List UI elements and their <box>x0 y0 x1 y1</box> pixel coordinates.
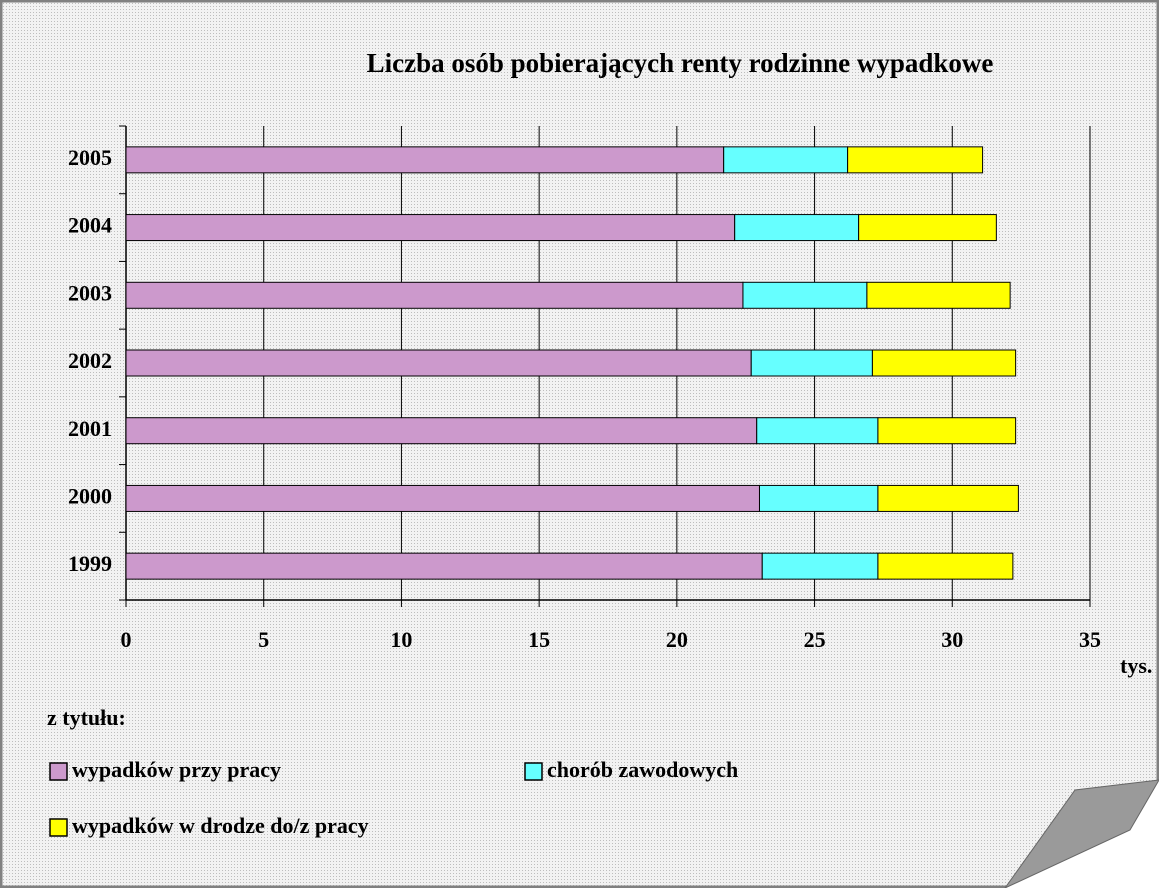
bar-segment <box>847 146 984 174</box>
bar-segment <box>742 281 868 309</box>
bar-segment <box>125 349 752 377</box>
x-tick-label: 5 <box>258 627 269 652</box>
legend-label: chorób zawodowych <box>547 757 738 782</box>
bar-segment <box>877 417 1017 445</box>
page-curl <box>1004 779 1159 888</box>
bar-segment <box>877 484 1019 512</box>
bar-segment <box>871 349 1017 377</box>
y-tick-label: 2002 <box>68 348 112 373</box>
x-tick-label: 35 <box>1079 627 1101 652</box>
bar-segment <box>125 552 763 580</box>
x-tick-label: 25 <box>804 627 826 652</box>
legend-label: wypadków w drodze do/z pracy <box>72 813 369 838</box>
bar-segment <box>750 349 873 377</box>
y-tick-label: 1999 <box>68 551 112 576</box>
x-tick-label: 15 <box>528 627 550 652</box>
y-tick-label: 2001 <box>68 416 112 441</box>
bar-segment <box>756 417 879 445</box>
bar-segment <box>877 552 1014 580</box>
bar-segment <box>723 146 849 174</box>
legend-swatch <box>524 762 543 781</box>
bar-segment <box>866 281 1011 309</box>
bar-segment <box>125 214 736 242</box>
bar-segment <box>734 214 860 242</box>
bar-segment <box>125 484 760 512</box>
x-tick-label: 0 <box>121 627 132 652</box>
y-tick-label: 2004 <box>68 213 112 238</box>
x-axis-label: tys. <box>1120 653 1152 678</box>
y-tick-label: 2005 <box>68 145 112 170</box>
legend-swatch <box>49 762 68 781</box>
bar-segment <box>125 417 758 445</box>
legend-label: wypadków przy pracy <box>72 757 281 782</box>
y-tick-label: 2000 <box>68 483 112 508</box>
bar-segment <box>858 214 997 242</box>
bar-segment <box>125 146 725 174</box>
bar-segment <box>758 484 879 512</box>
legend-swatch <box>49 818 68 837</box>
x-tick-label: 20 <box>666 627 688 652</box>
legend-title: z tytułu: <box>47 705 126 730</box>
chart-title: Liczba osób pobierających renty rodzinne… <box>367 48 994 78</box>
bar-segment <box>761 552 879 580</box>
x-tick-label: 30 <box>941 627 963 652</box>
x-tick-label: 10 <box>390 627 412 652</box>
y-tick-label: 2003 <box>68 280 112 305</box>
bar-segment <box>125 281 744 309</box>
